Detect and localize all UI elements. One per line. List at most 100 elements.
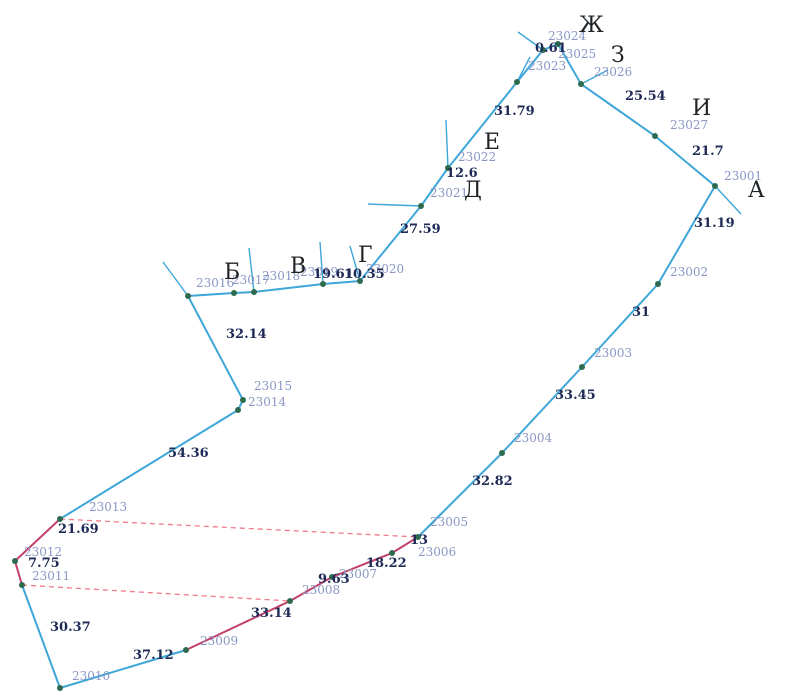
boundary-point xyxy=(555,41,561,47)
boundary-segment xyxy=(359,205,422,282)
segment-length: 54.36 xyxy=(168,446,209,461)
direction-tick xyxy=(714,185,742,215)
boundary-segment xyxy=(21,584,61,689)
segment-length: 32.82 xyxy=(472,474,513,489)
point-number: 23019 xyxy=(300,265,338,279)
boundary-segment xyxy=(654,135,716,187)
boundary-point xyxy=(320,281,326,287)
boundary-point xyxy=(185,293,191,299)
boundary-segment xyxy=(447,81,518,169)
boundary-point xyxy=(240,397,246,403)
boundary-point xyxy=(579,364,585,370)
point-number: 23003 xyxy=(594,346,632,360)
boundary-segment xyxy=(657,185,716,285)
segment-length: 7.75 xyxy=(28,556,60,571)
direction-tick xyxy=(517,31,544,51)
point-number: 23016 xyxy=(196,276,234,290)
point-number: 23017 xyxy=(232,273,270,287)
boundary-point xyxy=(19,582,25,588)
point-number: 23020 xyxy=(366,262,404,276)
point-number: 23026 xyxy=(594,65,632,79)
direction-tick xyxy=(319,241,324,285)
point-number: 23005 xyxy=(430,515,468,529)
boundary-segments xyxy=(14,43,716,689)
point-number: 23006 xyxy=(418,545,456,559)
segment-length: 31 xyxy=(632,305,650,320)
segment-length: 21.69 xyxy=(58,522,99,537)
segment-length: 31.19 xyxy=(694,216,735,231)
corner-letter-g: Г xyxy=(358,243,373,268)
segment-length: 21.7 xyxy=(692,144,724,159)
dashed-link xyxy=(21,584,291,602)
boundary-point xyxy=(712,183,718,189)
boundary-point xyxy=(57,685,63,691)
boundary-point xyxy=(251,289,257,295)
boundary-point xyxy=(235,407,241,413)
boundary-segment xyxy=(331,552,393,578)
boundary-segment xyxy=(59,409,239,520)
segment-length: 25.54 xyxy=(625,89,666,104)
boundary-segment xyxy=(59,649,187,689)
boundary-segment xyxy=(580,83,656,137)
boundary-point xyxy=(329,574,335,580)
direction-tick xyxy=(367,203,422,207)
corner-letter-i: И xyxy=(692,96,711,121)
segment-lengths: 31.19 31 33.45 32.82 13 18.22 9.63 33.14… xyxy=(28,41,735,663)
boundary-segment xyxy=(420,167,449,207)
segment-length: 9.63 xyxy=(318,572,350,587)
segment-length: 32.14 xyxy=(226,327,267,342)
point-numbers: 23001 23002 23003 23004 23005 23006 2300… xyxy=(24,29,762,683)
corner-letter-e: Е xyxy=(484,130,500,155)
corner-letter-b: Б xyxy=(224,260,240,285)
point-number: 23010 xyxy=(72,669,110,683)
point-number: 23022 xyxy=(458,150,496,164)
boundary-segment xyxy=(14,518,61,562)
boundary-ticks xyxy=(162,31,742,297)
corner-letter-z: З xyxy=(611,43,625,68)
boundary-point xyxy=(655,281,661,287)
boundary-point xyxy=(183,647,189,653)
point-number: 23007 xyxy=(339,567,377,581)
point-number: 23027 xyxy=(670,118,708,132)
boundary-point xyxy=(578,81,584,87)
segment-length: 33.45 xyxy=(555,388,596,403)
boundary-point xyxy=(357,278,363,284)
boundary-segment xyxy=(322,280,361,285)
point-number: 23001 xyxy=(724,169,762,183)
point-number: 23025 xyxy=(558,47,596,61)
corner-letter-zh: Ж xyxy=(579,13,604,38)
segment-length: 13 xyxy=(410,533,428,548)
segment-length: 31.79 xyxy=(494,104,535,119)
point-number: 23024 xyxy=(548,29,587,43)
dashed-link xyxy=(59,518,419,538)
boundary-segment xyxy=(501,366,583,454)
corner-letter-d: Д xyxy=(464,178,482,203)
segment-length: 12.6 xyxy=(446,166,478,181)
boundary-point xyxy=(57,516,63,522)
point-number: 23023 xyxy=(528,59,566,73)
boundary-point xyxy=(445,165,451,171)
point-number: 23018 xyxy=(262,269,300,283)
segment-length: 10.35 xyxy=(344,267,385,282)
segment-length: 30.37 xyxy=(50,620,91,635)
corner-letter-a: А xyxy=(748,178,765,203)
point-number: 23008 xyxy=(302,583,340,597)
point-number: 23013 xyxy=(89,500,127,514)
boundary-points xyxy=(12,41,718,691)
segment-length: 37.12 xyxy=(133,648,174,663)
segment-length: 0.61 xyxy=(535,41,567,56)
boundary-segment xyxy=(185,600,291,651)
boundary-point xyxy=(287,598,293,604)
boundary-segment xyxy=(233,291,255,294)
corner-letter-v: В xyxy=(290,254,306,279)
boundary-point xyxy=(652,133,658,139)
boundary-segment xyxy=(187,292,235,297)
boundary-segment xyxy=(581,283,659,368)
boundary-segment xyxy=(516,49,544,83)
point-number: 23002 xyxy=(670,265,708,279)
boundary-segment xyxy=(557,43,582,85)
point-number: 23012 xyxy=(24,545,62,559)
boundary-point xyxy=(389,550,395,556)
direction-tick xyxy=(248,247,255,293)
